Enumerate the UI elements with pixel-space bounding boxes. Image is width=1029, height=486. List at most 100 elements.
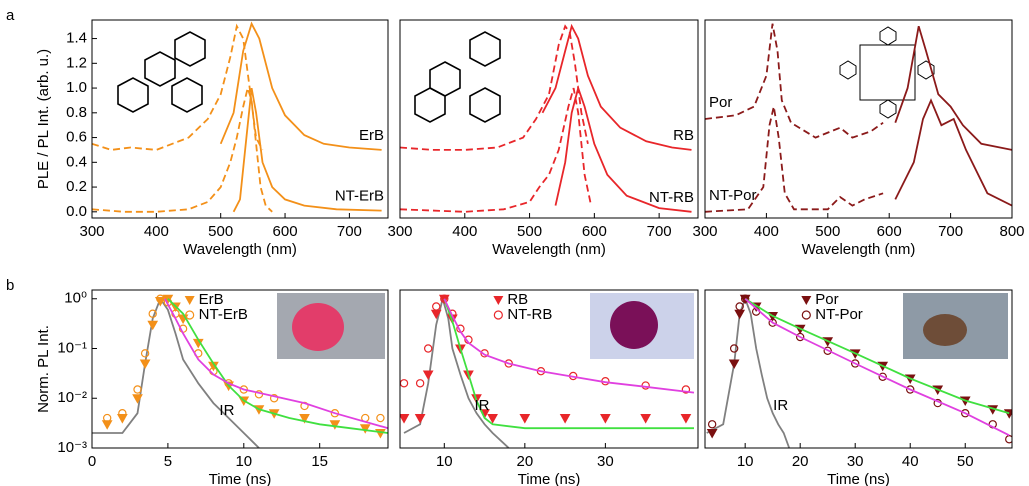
data-point	[133, 395, 142, 403]
figure: a3004005006007000.00.20.40.60.81.01.21.4…	[0, 0, 1029, 486]
data-point	[641, 415, 650, 423]
y-tick-label: 0.6	[66, 129, 87, 146]
x-tick-label: 600	[877, 223, 902, 240]
data-point	[425, 345, 432, 352]
x-tick-label: 500	[517, 223, 542, 240]
legend-marker	[801, 296, 811, 305]
curve-label: RB	[673, 127, 694, 144]
legend-marker	[185, 296, 195, 305]
data-point	[708, 430, 717, 438]
data-point	[520, 415, 529, 423]
x-tick-label: 600	[273, 223, 298, 240]
x-tick-label: 500	[815, 223, 840, 240]
x-tick-label: 10	[436, 453, 453, 470]
molecule-inset	[415, 32, 500, 122]
panel-label: b	[6, 277, 14, 294]
x-tick-label: 0	[88, 453, 96, 470]
curve-label: ErB	[359, 127, 384, 144]
y-axis-title: PLE / PL Int. (arb. u.)	[35, 49, 52, 189]
data-point	[330, 421, 339, 429]
data-point	[416, 415, 425, 423]
curve-label: NT-Por	[709, 187, 757, 204]
x-tick-label: 500	[208, 223, 233, 240]
data-point	[424, 371, 433, 379]
x-tick-label: 15	[311, 453, 328, 470]
legend-label: NT-ErB	[199, 306, 248, 323]
data-point	[642, 382, 649, 389]
x-tick-label: 10	[235, 453, 252, 470]
data-point	[400, 380, 407, 387]
data-point	[141, 360, 150, 368]
x-tick-label: 50	[957, 453, 974, 470]
x-axis-title: Wavelength (nm)	[183, 241, 297, 258]
data-point	[148, 321, 157, 329]
data-point	[709, 421, 716, 428]
x-tick-label: 300	[692, 223, 717, 240]
data-point	[681, 415, 690, 423]
x-tick-label: 800	[999, 223, 1024, 240]
data-line	[705, 24, 883, 138]
curve-label: IR	[474, 397, 489, 414]
legend-label: NT-Por	[815, 306, 863, 323]
curve-label: Por	[709, 94, 732, 111]
legend-marker	[802, 311, 810, 319]
x-tick-label: 400	[452, 223, 477, 240]
molecule-inset	[840, 27, 934, 118]
data-line	[543, 26, 692, 150]
y-tick-label: 10⁻²	[57, 389, 87, 406]
photo-inset	[590, 293, 694, 359]
x-axis-title: Wavelength (nm)	[492, 241, 606, 258]
y-tick-label: 1.2	[66, 54, 87, 71]
data-point	[400, 415, 409, 423]
x-tick-label: 5	[164, 453, 172, 470]
x-tick-label: 400	[754, 223, 779, 240]
x-axis-title: Time (ns)	[827, 471, 890, 486]
y-tick-label: 1.4	[66, 30, 87, 47]
x-axis-title: Time (ns)	[518, 471, 581, 486]
data-line	[400, 26, 588, 150]
data-point	[376, 430, 385, 438]
x-axis-title: Time (ns)	[209, 471, 272, 486]
x-tick-label: 30	[597, 453, 614, 470]
x-tick-label: 300	[79, 223, 104, 240]
legend-marker	[494, 311, 502, 319]
x-tick-label: 400	[144, 223, 169, 240]
x-tick-label: 700	[647, 223, 672, 240]
data-point	[730, 360, 739, 368]
data-line	[404, 299, 509, 448]
molecule-inset	[118, 32, 205, 112]
data-point	[601, 415, 610, 423]
data-point	[134, 386, 141, 393]
data-point	[433, 303, 440, 310]
curve-label: IR	[219, 402, 234, 419]
photo-inset	[277, 293, 385, 359]
y-tick-label: 0.8	[66, 104, 87, 121]
legend-label: NT-RB	[507, 306, 552, 323]
photo-inset	[903, 293, 1008, 359]
data-point	[417, 380, 424, 387]
y-axis-title: Norm. PL Int.	[35, 325, 52, 413]
y-tick-label: 10⁰	[64, 290, 87, 307]
curve-label: NT-RB	[649, 189, 694, 206]
x-tick-label: 700	[337, 223, 362, 240]
x-tick-label: 300	[387, 223, 412, 240]
x-tick-label: 20	[516, 453, 533, 470]
legend-marker	[493, 296, 503, 305]
curve-label: IR	[773, 397, 788, 414]
plot-area	[400, 26, 692, 212]
x-tick-label: 20	[792, 453, 809, 470]
y-tick-label: 1.0	[66, 79, 87, 96]
data-point	[377, 414, 384, 421]
curve-label: NT-ErB	[335, 188, 384, 205]
y-tick-label: 0.4	[66, 153, 87, 170]
x-tick-label: 30	[847, 453, 864, 470]
y-tick-label: 10⁻³	[57, 439, 87, 456]
data-point	[561, 415, 570, 423]
plot-area	[705, 24, 1012, 212]
data-line	[221, 24, 382, 150]
x-tick-label: 700	[938, 223, 963, 240]
data-line	[895, 100, 1012, 205]
plot-area	[92, 24, 382, 212]
data-line	[707, 299, 790, 448]
data-point	[735, 310, 744, 318]
